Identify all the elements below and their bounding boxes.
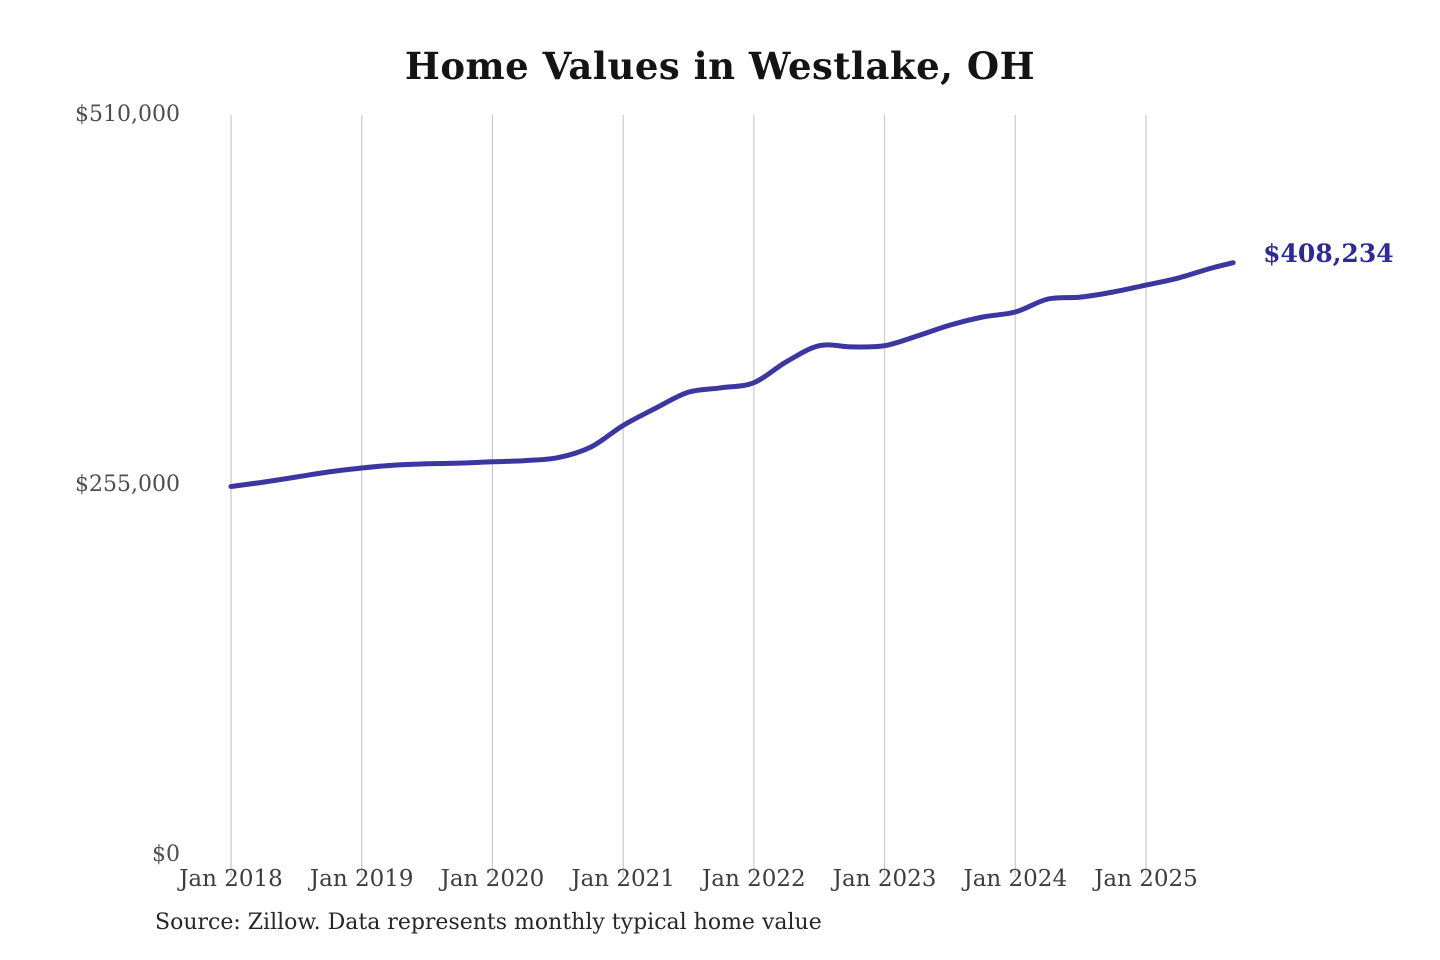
y-axis-label: $0 — [152, 842, 180, 867]
x-axis-label: Jan 2025 — [1094, 866, 1198, 892]
x-axis-label: Jan 2022 — [702, 866, 806, 892]
chart-title: Home Values in Westlake, OH — [404, 44, 1036, 88]
x-axis-label: Jan 2018 — [179, 866, 283, 892]
home-value-line — [228, 260, 1236, 489]
x-axis-label: Jan 2019 — [309, 866, 414, 892]
gridlines — [230, 115, 1147, 877]
value-annotation: $408,234 — [1263, 238, 1394, 268]
source-note: Source: Zillow. Data represents monthly … — [155, 910, 822, 935]
x-axis-label: Jan 2023 — [832, 866, 937, 892]
y-axis-label: $510,000 — [75, 102, 180, 127]
x-axis-label: Jan 2024 — [963, 866, 1068, 892]
x-axis-label: Jan 2020 — [440, 866, 545, 892]
x-axis-label: Jan 2021 — [571, 866, 675, 892]
y-axis-label: $255,000 — [75, 472, 180, 497]
